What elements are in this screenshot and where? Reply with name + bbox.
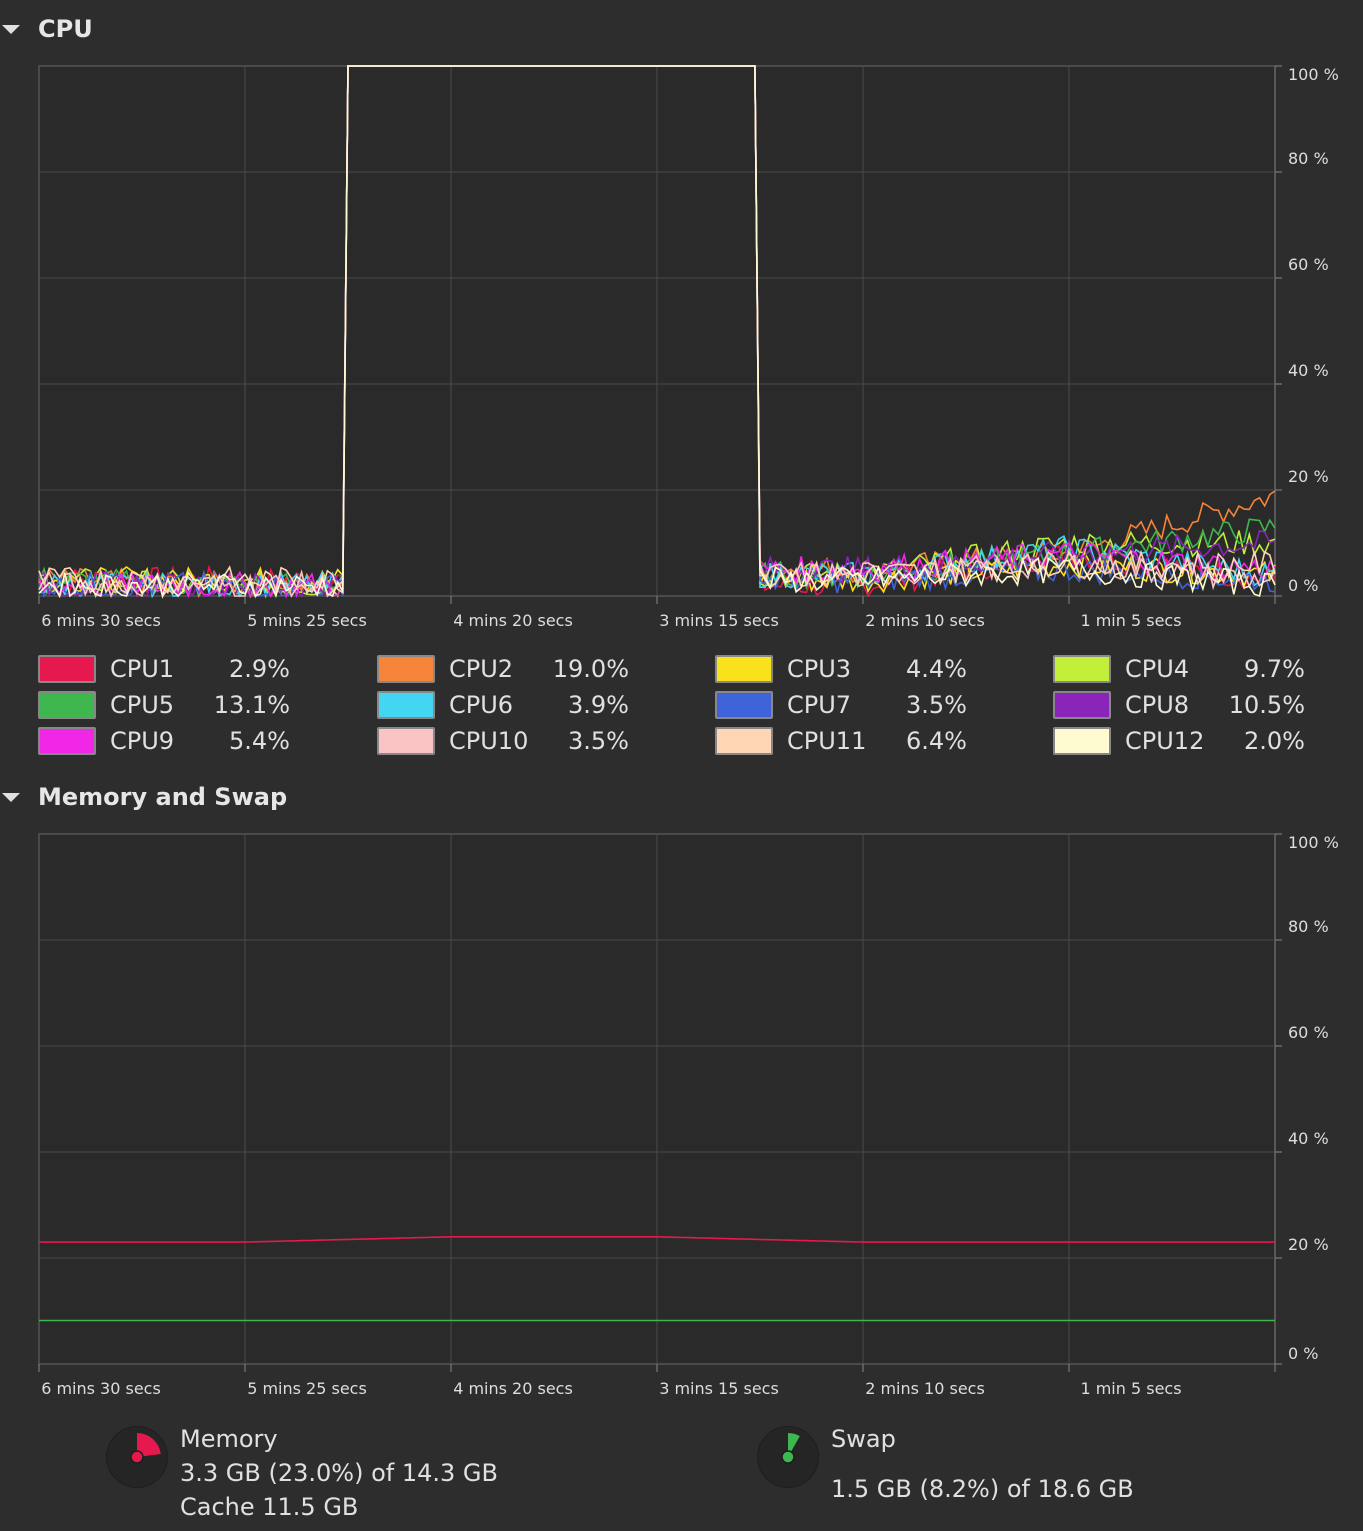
y-tick-label: 60 % <box>1288 255 1329 274</box>
memory-section-header[interactable]: Memory and Swap <box>0 782 287 812</box>
pie-center <box>131 1451 143 1463</box>
legend-value: 3.5% <box>877 691 967 719</box>
memory-usage: Memory 3.3 GB (23.0%) of 14.3 GB Cache 1… <box>106 1422 498 1524</box>
x-tick-label: 4 mins 20 secs <box>453 611 573 630</box>
x-tick-label: 5 mins 25 secs <box>247 1379 367 1398</box>
cpu-history-graph: 100 % 80 % 60 % 40 % 20 % 0 % 6 mins 30 secs 5 … <box>0 60 1363 640</box>
legend-label: CPU6 <box>449 691 539 719</box>
legend-label: CPU7 <box>787 691 877 719</box>
legend-value: 4.4% <box>877 655 967 683</box>
cpu-section-title: CPU <box>38 15 93 43</box>
legend-label: CPU5 <box>110 691 200 719</box>
legend-value: 3.9% <box>539 691 629 719</box>
color-swatch[interactable] <box>715 691 773 719</box>
memory-title: Memory <box>180 1422 498 1456</box>
cpu-legend: CPU1 2.9% CPU2 19.0% CPU3 4.4% CPU4 9.7% CPU5 13.… <box>0 652 1363 764</box>
legend-item-cpu5[interactable]: CPU5 13.1% <box>38 688 290 722</box>
memory-cache-text: Cache 11.5 GB <box>180 1490 498 1524</box>
legend-label: CPU10 <box>449 727 539 755</box>
y-tick-label: 80 % <box>1288 917 1329 936</box>
legend-item-cpu1[interactable]: CPU1 2.9% <box>38 652 290 686</box>
x-tick-label: 2 mins 10 secs <box>865 611 985 630</box>
legend-value: 3.5% <box>539 727 629 755</box>
legend-item-cpu9[interactable]: CPU9 5.4% <box>38 724 290 758</box>
legend-label: CPU3 <box>787 655 877 683</box>
color-swatch[interactable] <box>377 655 435 683</box>
legend-value: 2.0% <box>1215 727 1305 755</box>
legend-label: CPU2 <box>449 655 539 683</box>
swap-pie-icon[interactable] <box>757 1426 819 1488</box>
legend-item-cpu12[interactable]: CPU12 2.0% <box>1053 724 1305 758</box>
color-swatch[interactable] <box>1053 655 1111 683</box>
x-tick-label: 3 mins 15 secs <box>659 1379 779 1398</box>
color-swatch[interactable] <box>1053 691 1111 719</box>
legend-item-cpu10[interactable]: CPU10 3.5% <box>377 724 629 758</box>
legend-value: 9.7% <box>1215 655 1305 683</box>
color-swatch[interactable] <box>377 691 435 719</box>
y-tick-label: 0 % <box>1288 1344 1318 1363</box>
legend-label: CPU11 <box>787 727 877 755</box>
pie-center <box>782 1451 794 1463</box>
legend-value: 5.4% <box>200 727 290 755</box>
legend-value: 13.1% <box>200 691 290 719</box>
legend-label: CPU1 <box>110 655 200 683</box>
color-swatch[interactable] <box>38 691 96 719</box>
y-tick-label: 60 % <box>1288 1023 1329 1042</box>
y-tick-label: 100 % <box>1288 833 1339 852</box>
y-tick-label: 40 % <box>1288 1129 1329 1148</box>
color-swatch[interactable] <box>1053 727 1111 755</box>
legend-label: CPU9 <box>110 727 200 755</box>
legend-item-cpu8[interactable]: CPU8 10.5% <box>1053 688 1305 722</box>
legend-value: 19.0% <box>539 655 629 683</box>
x-tick-label: 3 mins 15 secs <box>659 611 779 630</box>
legend-label: CPU4 <box>1125 655 1215 683</box>
x-tick-label: 6 mins 30 secs <box>41 1379 161 1398</box>
swap-usage: Swap 1.5 GB (8.2%) of 18.6 GB <box>757 1422 1134 1506</box>
collapse-triangle-icon[interactable] <box>2 793 20 802</box>
color-swatch[interactable] <box>38 655 96 683</box>
x-tick-label: 5 mins 25 secs <box>247 611 367 630</box>
cpu-section-header[interactable]: CPU <box>0 14 93 44</box>
x-tick-label: 6 mins 30 secs <box>41 611 161 630</box>
x-tick-label: 1 min 5 secs <box>1080 1379 1181 1398</box>
y-tick-label: 20 % <box>1288 467 1329 486</box>
y-tick-label: 20 % <box>1288 1235 1329 1254</box>
memory-pie-icon[interactable] <box>106 1426 168 1488</box>
legend-label: CPU12 <box>1125 727 1215 755</box>
color-swatch[interactable] <box>377 727 435 755</box>
x-tick-label: 4 mins 20 secs <box>453 1379 573 1398</box>
legend-value: 2.9% <box>200 655 290 683</box>
legend-item-cpu4[interactable]: CPU4 9.7% <box>1053 652 1305 686</box>
swap-title: Swap <box>831 1422 1134 1456</box>
legend-item-cpu11[interactable]: CPU11 6.4% <box>715 724 967 758</box>
color-swatch[interactable] <box>715 655 773 683</box>
legend-item-cpu2[interactable]: CPU2 19.0% <box>377 652 629 686</box>
swap-usage-text: 1.5 GB (8.2%) of 18.6 GB <box>831 1472 1134 1506</box>
collapse-triangle-icon[interactable] <box>2 25 20 34</box>
y-tick-label: 80 % <box>1288 149 1329 168</box>
legend-value: 6.4% <box>877 727 967 755</box>
color-swatch[interactable] <box>38 727 96 755</box>
memory-history-graph: 100 % 80 % 60 % 40 % 20 % 0 % 6 mins 30 secs 5 … <box>0 828 1363 1408</box>
legend-item-cpu6[interactable]: CPU6 3.9% <box>377 688 629 722</box>
x-tick-label: 2 mins 10 secs <box>865 1379 985 1398</box>
y-tick-label: 40 % <box>1288 361 1329 380</box>
y-tick-label: 0 % <box>1288 576 1318 595</box>
legend-value: 10.5% <box>1215 691 1305 719</box>
legend-item-cpu3[interactable]: CPU3 4.4% <box>715 652 967 686</box>
x-tick-label: 1 min 5 secs <box>1080 611 1181 630</box>
color-swatch[interactable] <box>715 727 773 755</box>
memory-section-title: Memory and Swap <box>38 783 287 811</box>
y-tick-label: 100 % <box>1288 65 1339 84</box>
legend-item-cpu7[interactable]: CPU7 3.5% <box>715 688 967 722</box>
legend-label: CPU8 <box>1125 691 1215 719</box>
memory-usage-text: 3.3 GB (23.0%) of 14.3 GB <box>180 1456 498 1490</box>
